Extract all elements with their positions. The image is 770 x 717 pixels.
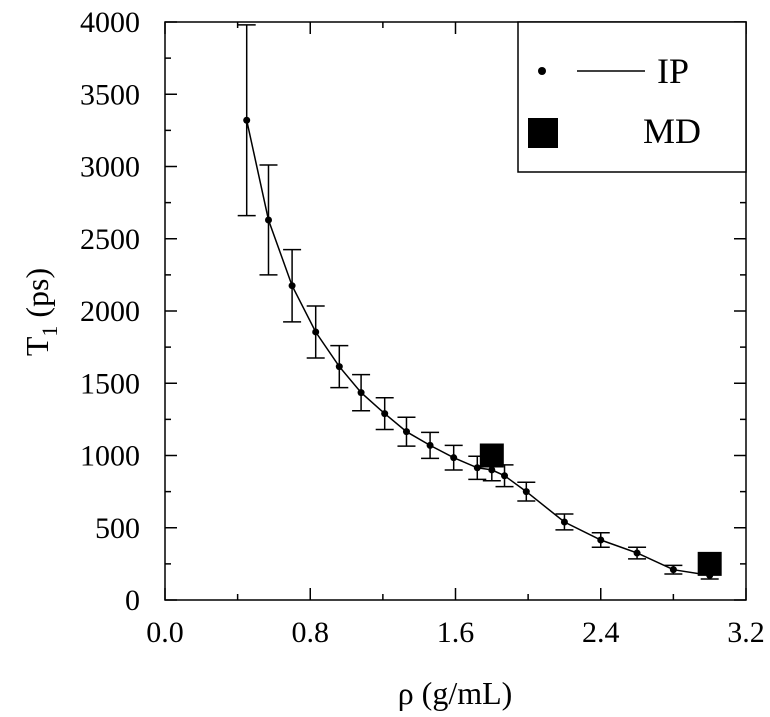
- ip-point: [312, 328, 320, 336]
- svg-text:T1 (ps): T1 (ps): [19, 268, 62, 356]
- x-tick-label: 0.0: [146, 616, 184, 649]
- md-point: [697, 551, 722, 576]
- y-tick-label: 1000: [80, 440, 140, 473]
- ip-point: [288, 282, 296, 290]
- y-tick-label: 0: [125, 584, 140, 617]
- data-points: [243, 116, 714, 579]
- ip-point: [243, 116, 251, 124]
- ip-point: [488, 466, 496, 474]
- ip-point: [501, 472, 509, 480]
- y-tick-label: 1500: [80, 367, 140, 400]
- legend-ip-label: IP: [657, 51, 689, 91]
- ip-point: [669, 566, 677, 574]
- ip-point: [335, 363, 343, 371]
- y-axis-ticks: 0 500 1000 1500 2000 2500 3000 3500 4000: [80, 6, 746, 617]
- y-axis-label-subscript: 1: [37, 326, 62, 337]
- y-tick-label: 2500: [80, 223, 140, 256]
- legend-ip-marker: [538, 67, 546, 75]
- ip-point: [264, 216, 272, 224]
- md-point: [479, 443, 504, 468]
- y-axis-label: T1 (ps): [19, 268, 62, 356]
- y-tick-label: 2000: [80, 295, 140, 328]
- ip-point: [522, 488, 530, 496]
- ip-point: [597, 536, 605, 544]
- x-axis-label: ρ (g/mL): [398, 675, 513, 711]
- ip-point: [450, 454, 458, 462]
- ip-point: [357, 389, 365, 397]
- y-tick-label: 4000: [80, 6, 140, 39]
- legend-box: [517, 21, 747, 173]
- x-tick-label: 0.8: [292, 616, 330, 649]
- y-axis-label-tail: (ps): [19, 268, 55, 326]
- ip-point: [473, 464, 481, 472]
- ip-point: [633, 549, 641, 557]
- y-tick-label: 500: [95, 512, 140, 545]
- x-tick-label: 1.6: [437, 616, 475, 649]
- legend-md-marker: [528, 118, 558, 148]
- legend-md-label: MD: [643, 111, 701, 151]
- legend: IP MD: [517, 21, 747, 173]
- ip-point: [402, 428, 410, 436]
- x-tick-label: 3.2: [727, 616, 765, 649]
- y-tick-label: 3000: [80, 151, 140, 184]
- ip-point: [426, 441, 434, 449]
- y-tick-label: 3500: [80, 78, 140, 111]
- md-points: [479, 443, 722, 576]
- x-tick-label: 2.4: [582, 616, 620, 649]
- ip-point: [381, 410, 389, 418]
- ip-point: [560, 518, 568, 526]
- y-axis-label-main: T: [19, 336, 55, 356]
